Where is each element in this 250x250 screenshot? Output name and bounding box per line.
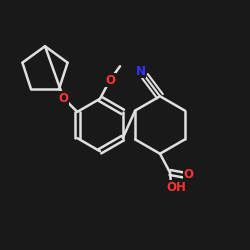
Text: O: O (105, 74, 115, 86)
Text: O: O (183, 168, 193, 181)
Text: OH: OH (166, 181, 186, 194)
Text: O: O (58, 92, 68, 104)
Text: N: N (136, 65, 145, 78)
